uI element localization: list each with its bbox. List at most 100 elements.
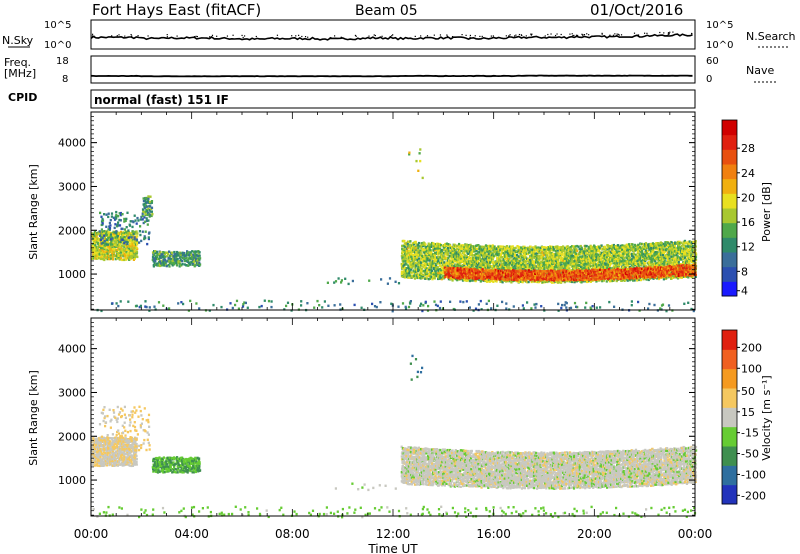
data-point (443, 262, 446, 266)
data-point (541, 280, 545, 284)
data-point (104, 236, 107, 239)
data-point (514, 257, 518, 260)
nsearch-point (232, 34, 234, 36)
data-point (173, 257, 176, 260)
data-point (537, 256, 540, 259)
data-point (101, 239, 104, 242)
data-point (93, 255, 96, 259)
data-point (432, 275, 435, 278)
data-point (530, 266, 533, 270)
data-point (515, 263, 518, 266)
data-point (583, 266, 586, 270)
data-point (618, 252, 621, 255)
data-point (581, 255, 584, 258)
data-point (115, 210, 118, 214)
data-point (459, 253, 462, 256)
data-point (532, 246, 535, 249)
nsearch-point (560, 33, 562, 36)
data-point (175, 255, 178, 259)
data-point (98, 234, 102, 237)
data-point (586, 268, 589, 271)
data-point (128, 224, 132, 227)
data-point (542, 253, 545, 256)
data-point (540, 305, 543, 308)
data-point (439, 300, 442, 303)
data-point (151, 213, 154, 216)
data-point (176, 251, 179, 254)
data-point (425, 257, 428, 261)
data-point (95, 257, 98, 260)
data-point (501, 300, 504, 304)
data-point (492, 280, 495, 283)
data-point (229, 302, 232, 305)
nsearch-point (583, 33, 586, 36)
data-point (118, 212, 121, 215)
data-point (552, 248, 555, 252)
data-point (407, 266, 410, 270)
data-point (124, 254, 127, 257)
data-point (548, 253, 551, 256)
data-point (192, 253, 195, 256)
data-point (599, 306, 602, 309)
data-point (95, 254, 99, 258)
data-point (482, 279, 485, 282)
data-point (470, 248, 473, 251)
data-point (572, 262, 575, 265)
data-point (612, 262, 615, 265)
data-point (426, 272, 429, 275)
data-point (528, 263, 531, 266)
data-point (400, 272, 403, 275)
data-point (405, 267, 408, 270)
data-point (512, 267, 515, 271)
data-point (564, 255, 567, 258)
data-point (637, 243, 640, 247)
data-point (105, 248, 108, 251)
data-point (154, 255, 157, 258)
data-point (159, 251, 162, 254)
data-point (420, 267, 423, 270)
data-point (481, 266, 484, 269)
date-title: 01/Oct/2016 (590, 1, 683, 19)
data-point (512, 305, 515, 308)
data-point (474, 248, 477, 251)
nsearch-point (509, 34, 511, 36)
data-point (130, 231, 133, 235)
data-point (191, 257, 194, 260)
data-point (180, 253, 183, 256)
data-point (660, 242, 663, 245)
data-point (571, 254, 574, 257)
data-point (118, 238, 121, 242)
data-point (111, 237, 114, 240)
data-point (125, 256, 128, 259)
data-point (105, 213, 108, 216)
data-point (546, 253, 549, 257)
data-point (522, 262, 525, 266)
data-point (139, 225, 142, 228)
data-point (144, 212, 147, 216)
data-point (613, 305, 616, 308)
nsearch-point (414, 35, 416, 37)
data-point (496, 253, 499, 257)
data-point (123, 231, 126, 235)
data-point (170, 261, 173, 264)
data-point (496, 256, 499, 260)
data-point (433, 260, 436, 263)
data-point (163, 252, 167, 256)
data-point (605, 264, 608, 267)
data-point (414, 247, 417, 250)
data-point (602, 265, 605, 269)
data-point (101, 219, 105, 222)
data-point (548, 249, 551, 253)
data-point (485, 302, 488, 305)
data-point (126, 233, 129, 236)
data-point (481, 249, 484, 252)
data-point (486, 244, 489, 248)
data-point (413, 277, 417, 280)
data-point (611, 250, 614, 253)
data-point (114, 257, 117, 261)
data-point (168, 265, 171, 268)
data-point (407, 264, 410, 267)
data-point (565, 253, 568, 256)
data-point (413, 253, 417, 256)
data-point (524, 261, 527, 265)
